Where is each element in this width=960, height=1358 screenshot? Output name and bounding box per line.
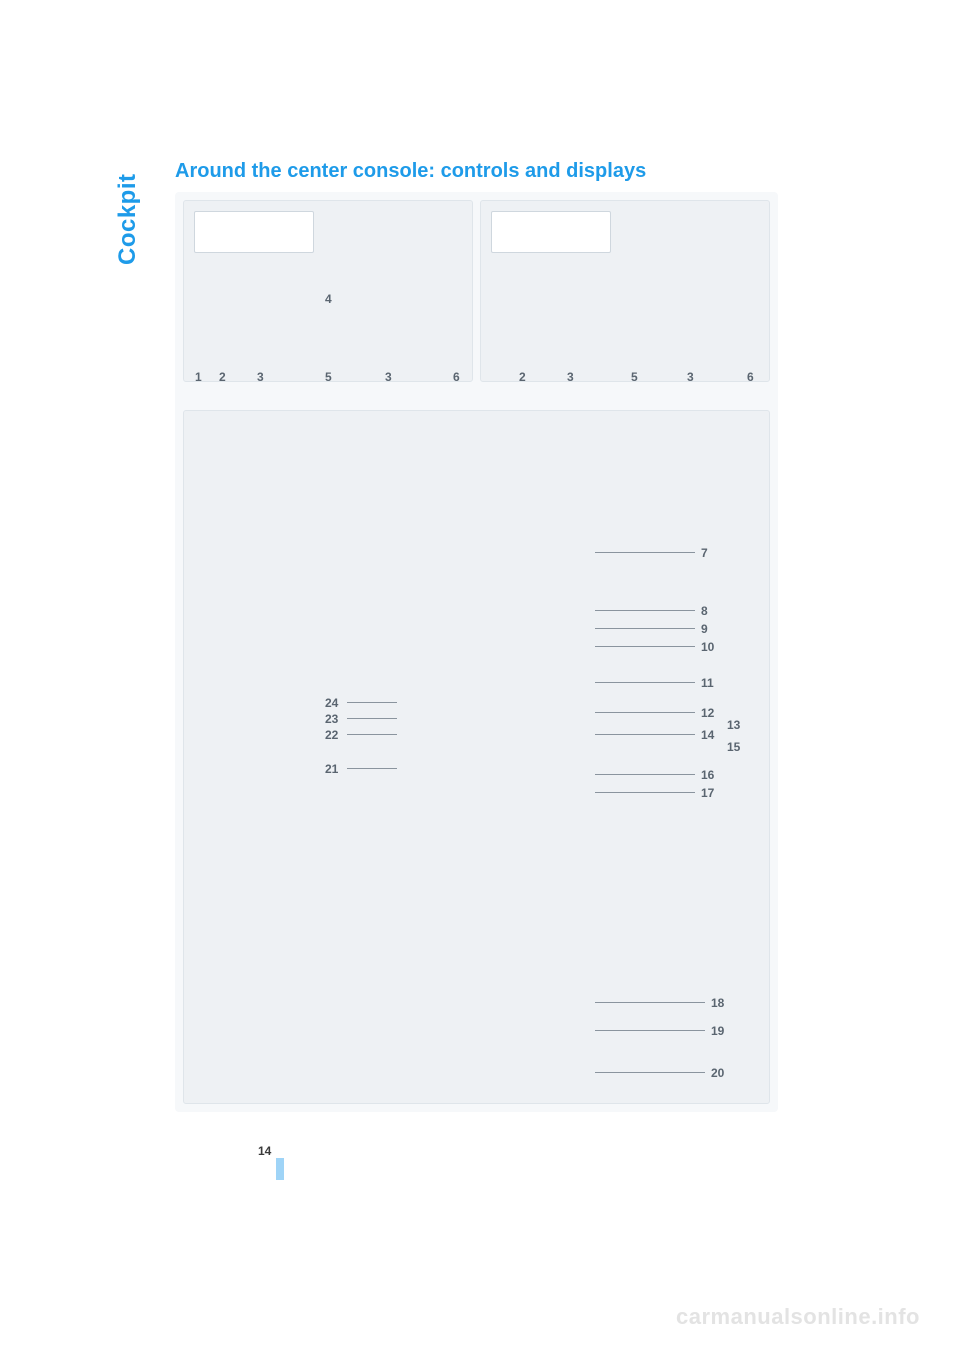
- leader-9: [595, 628, 695, 629]
- leader-19: [595, 1030, 705, 1031]
- callout-6r: 6: [747, 370, 754, 384]
- leader-21: [347, 768, 397, 769]
- callout-3lb: 3: [385, 370, 392, 384]
- callout-3ra: 3: [567, 370, 574, 384]
- leader-14: [595, 734, 695, 735]
- callout-17: 17: [701, 786, 714, 800]
- figure-frame: 1 2 3 4 5 3 6 2 3 5 3 6 7 8 9 10 11 12 1…: [175, 192, 778, 1112]
- callout-23: 23: [325, 712, 338, 726]
- callout-2l: 2: [219, 370, 226, 384]
- leader-8: [595, 610, 695, 611]
- callout-13: 13: [727, 718, 740, 732]
- leader-23: [347, 718, 397, 719]
- callout-18: 18: [711, 996, 724, 1010]
- callout-15: 15: [727, 740, 740, 754]
- vehicle-thumb-coupe: [194, 211, 314, 253]
- leader-10: [595, 646, 695, 647]
- watermark-text: carmanualsonline.info: [676, 1304, 920, 1330]
- leader-12: [595, 712, 695, 713]
- section-title: Around the center console: controls and …: [175, 160, 646, 183]
- callout-9: 9: [701, 622, 708, 636]
- callout-21: 21: [325, 762, 338, 776]
- vehicle-thumb-convertible: [491, 211, 611, 253]
- callout-14: 14: [701, 728, 714, 742]
- callout-22: 22: [325, 728, 338, 742]
- callout-6l: 6: [453, 370, 460, 384]
- callout-3la: 3: [257, 370, 264, 384]
- leader-22: [347, 734, 397, 735]
- page-number: 14: [258, 1144, 271, 1158]
- leader-17: [595, 792, 695, 793]
- page-number-mark: [276, 1158, 284, 1180]
- callout-5l: 5: [325, 370, 332, 384]
- overhead-panel-coupe: [183, 200, 473, 382]
- leader-7: [595, 552, 695, 553]
- callout-7: 7: [701, 546, 708, 560]
- callout-3rb: 3: [687, 370, 694, 384]
- callout-11: 11: [701, 676, 714, 690]
- callout-16: 16: [701, 768, 714, 782]
- side-section-label: Cockpit: [114, 173, 142, 265]
- callout-1: 1: [195, 370, 202, 384]
- callout-4: 4: [325, 292, 332, 306]
- leader-20: [595, 1072, 705, 1073]
- callout-19: 19: [711, 1024, 724, 1038]
- center-console-illustration: [183, 410, 770, 1104]
- overhead-panel-convertible: [480, 200, 770, 382]
- callout-12: 12: [701, 706, 714, 720]
- leader-18: [595, 1002, 705, 1003]
- manual-page: Cockpit Around the center console: contr…: [0, 0, 960, 1358]
- leader-11: [595, 682, 695, 683]
- callout-2r: 2: [519, 370, 526, 384]
- callout-8: 8: [701, 604, 708, 618]
- leader-24: [347, 702, 397, 703]
- callout-20: 20: [711, 1066, 724, 1080]
- callout-5r: 5: [631, 370, 638, 384]
- callout-24: 24: [325, 696, 338, 710]
- leader-16: [595, 774, 695, 775]
- callout-10: 10: [701, 640, 714, 654]
